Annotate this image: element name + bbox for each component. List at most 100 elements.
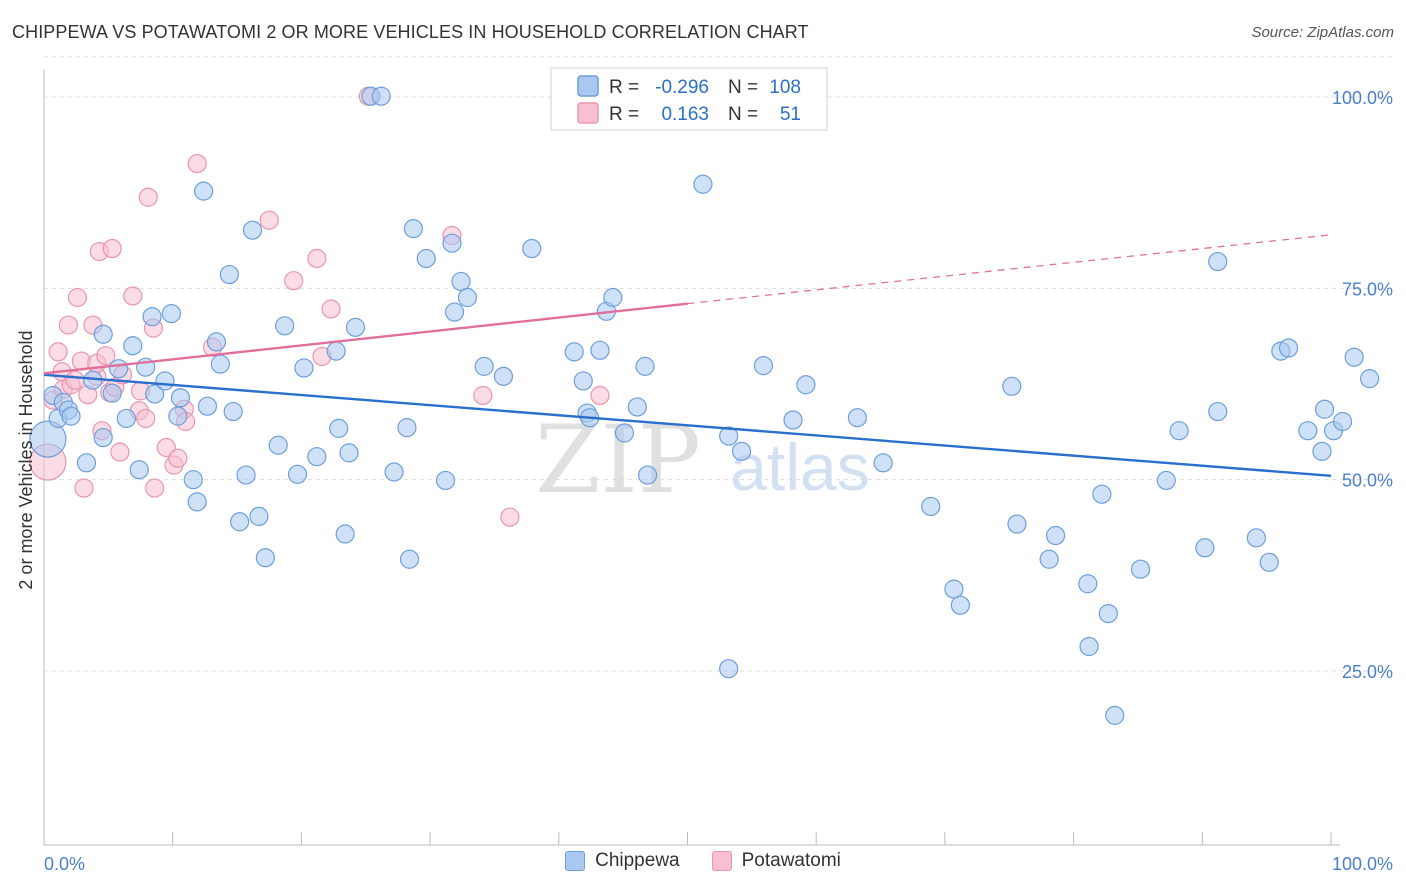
chippewa-point bbox=[1007, 514, 1027, 534]
potawatomi-point bbox=[590, 385, 610, 406]
chippewa-point bbox=[287, 464, 308, 484]
chippewa-point bbox=[451, 271, 471, 292]
y-tick-label-75: 75.0% bbox=[1342, 279, 1393, 299]
chart-title: CHIPPEWA VS POTAWATOMI 2 OR MORE VEHICLE… bbox=[12, 22, 809, 42]
series-legend: Chippewa Potawatomi bbox=[0, 850, 1406, 872]
chippewa-point bbox=[1344, 347, 1364, 367]
potawatomi-r-value: 0.163 bbox=[661, 104, 709, 125]
chippewa-point bbox=[109, 359, 129, 379]
chippewa-point bbox=[93, 427, 113, 448]
chippewa-point bbox=[1156, 470, 1176, 491]
chippewa-point bbox=[29, 420, 67, 458]
chippewa-point bbox=[638, 465, 658, 485]
potawatomi-n-label: N = bbox=[728, 104, 758, 125]
chippewa-point bbox=[693, 174, 713, 194]
chippewa-point bbox=[93, 324, 113, 344]
chippewa-point bbox=[944, 579, 964, 599]
chippewa-point bbox=[1169, 421, 1189, 441]
chippewa-point bbox=[403, 219, 423, 239]
potawatomi-point bbox=[145, 478, 165, 498]
chippewa-point bbox=[1195, 538, 1215, 558]
chippewa-point bbox=[326, 341, 346, 361]
potawatomi-point bbox=[473, 385, 493, 406]
legend-item-potawatomi[interactable]: Potawatomi bbox=[711, 850, 841, 872]
legend-item-chippewa[interactable]: Chippewa bbox=[565, 850, 680, 872]
chippewa-point bbox=[255, 548, 275, 568]
chippewa-point bbox=[1092, 484, 1112, 504]
chippewa-point bbox=[1208, 401, 1228, 422]
legend-label-chippewa: Chippewa bbox=[595, 850, 680, 871]
potawatomi-point bbox=[102, 238, 122, 259]
potawatomi-trend-line-extension bbox=[687, 234, 1332, 305]
potawatomi-point bbox=[500, 507, 520, 527]
chippewa-point bbox=[223, 401, 243, 422]
chippewa-point bbox=[719, 426, 739, 446]
chippewa-point bbox=[1079, 636, 1099, 657]
potawatomi-point bbox=[259, 210, 279, 230]
y-tick-labels: 25.0% 50.0% 75.0% 100.0% bbox=[1332, 88, 1393, 682]
chippewa-point bbox=[339, 443, 359, 463]
x-ticks bbox=[43, 832, 1332, 845]
potawatomi-point bbox=[136, 408, 156, 429]
chippewa-point bbox=[1098, 603, 1118, 624]
chippewa-point bbox=[102, 383, 122, 403]
chippewa-point bbox=[76, 453, 97, 473]
chippewa-n-label: N = bbox=[728, 77, 758, 98]
potawatomi-point bbox=[284, 271, 304, 291]
chippewa-point bbox=[307, 447, 327, 467]
chippewa-point bbox=[145, 384, 165, 404]
potawatomi-point bbox=[168, 448, 188, 468]
chippewa-point bbox=[753, 356, 774, 376]
chippewa-point bbox=[564, 342, 584, 362]
y-axis-label: 2 or more Vehicles in Household bbox=[16, 330, 36, 590]
chippewa-point bbox=[123, 336, 143, 356]
potawatomi-point bbox=[307, 248, 327, 269]
chippewa-point bbox=[294, 358, 314, 378]
chippewa-point bbox=[397, 418, 417, 438]
chippewa-point bbox=[371, 86, 391, 106]
potawatomi-point bbox=[138, 187, 158, 207]
chippewa-point bbox=[1002, 376, 1022, 396]
y-tick-label-100: 100.0% bbox=[1332, 88, 1393, 108]
chippewa-point bbox=[435, 470, 456, 491]
chippewa-point bbox=[268, 435, 288, 455]
chippewa-point bbox=[161, 303, 182, 324]
chippewa-point bbox=[275, 316, 295, 336]
chippewa-point bbox=[847, 408, 867, 428]
chippewa-point bbox=[1312, 441, 1332, 461]
chippewa-point bbox=[416, 248, 436, 269]
potawatomi-point bbox=[321, 299, 341, 319]
chippewa-point bbox=[1314, 399, 1335, 419]
potawatomi-trend-line bbox=[43, 302, 688, 375]
y-tick-label-25: 25.0% bbox=[1342, 662, 1393, 682]
chippewa-point bbox=[493, 366, 514, 386]
chippewa-point bbox=[614, 423, 635, 443]
legend-swatch-potawatomi bbox=[711, 851, 732, 871]
chippewa-point bbox=[719, 659, 739, 679]
chippewa-point bbox=[61, 406, 81, 426]
potawatomi-r-label: R = bbox=[609, 104, 639, 125]
chippewa-point bbox=[783, 410, 803, 430]
chippewa-point bbox=[796, 375, 816, 395]
chippewa-point bbox=[573, 371, 593, 391]
chippewa-point bbox=[183, 470, 203, 490]
chippewa-point bbox=[249, 506, 269, 527]
chippewa-point bbox=[230, 512, 250, 532]
chippewa-point bbox=[187, 492, 207, 512]
potawatomi-point bbox=[48, 342, 68, 362]
chippewa-point bbox=[442, 233, 462, 253]
chippewa-point bbox=[457, 287, 478, 308]
chippewa-point bbox=[399, 549, 420, 569]
chippewa-point bbox=[1278, 338, 1299, 358]
chippewa-point bbox=[329, 418, 349, 438]
chippewa-point bbox=[116, 408, 136, 429]
chippewa-point bbox=[1298, 421, 1318, 441]
chippewa-point bbox=[444, 302, 465, 322]
chippewa-point bbox=[1045, 525, 1066, 546]
gridlines bbox=[44, 56, 1393, 672]
chippewa-point bbox=[522, 238, 542, 259]
chippewa-point bbox=[142, 307, 162, 327]
chippewa-point bbox=[603, 287, 623, 308]
legend-label-potawatomi: Potawatomi bbox=[741, 850, 841, 871]
